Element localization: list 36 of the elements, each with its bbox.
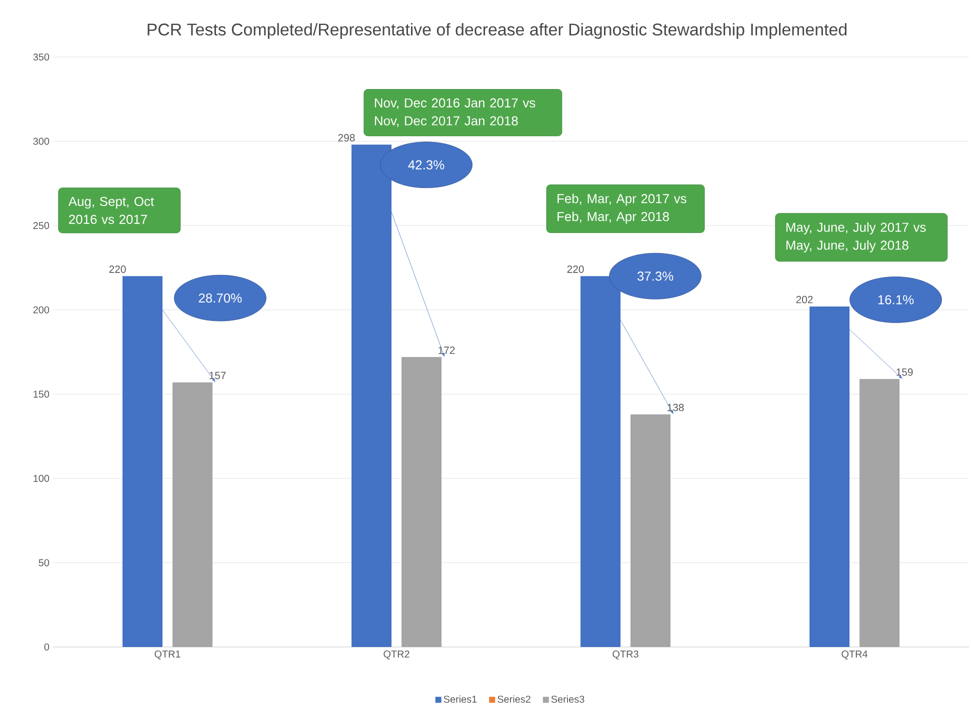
y-tick-label: 250: [33, 222, 50, 230]
x-tick-label: QTR4: [842, 650, 868, 660]
data-label: 138: [668, 404, 684, 412]
annotation: 42.3%: [408, 160, 444, 170]
annotation: 37.3%: [637, 272, 674, 281]
data-label: 159: [896, 368, 913, 376]
annotation: 28.70%: [198, 293, 242, 303]
legend-label: Series2: [498, 695, 530, 703]
y-tick-label: 50: [38, 559, 50, 566]
legend-label: Series1: [444, 695, 477, 703]
data-label: 172: [438, 346, 455, 354]
x-tick-label: QTR3: [612, 650, 638, 660]
data-label: 220: [567, 266, 584, 273]
chart-title: PCR Tests Completed/Representative of decrease after Diagnostic Stewardship Implemented: [148, 23, 846, 39]
y-tick-label: 0: [44, 643, 50, 651]
data-label: 157: [210, 372, 226, 380]
bar: [630, 414, 671, 647]
y-tick-label: 350: [33, 53, 50, 61]
annotation: 16.1%: [878, 295, 914, 304]
x-tick-label: QTR2: [384, 650, 410, 660]
bar: [172, 382, 213, 647]
y-tick-label: 150: [34, 390, 50, 398]
data-label: 298: [338, 134, 355, 142]
y-tick-label: 300: [33, 138, 50, 145]
y-tick-label: 200: [33, 306, 50, 314]
annotation: Nov, Dec 2016 Jan 2017 vs Nov, Dec 2017 Jan 2018: [374, 98, 536, 127]
annotation: Aug, Sept, Oct 2016 vs 2017: [68, 196, 154, 224]
annotation: May, June, July 2017 vs May, June, July 2018: [786, 222, 926, 252]
bar: [860, 378, 900, 647]
data-label: 202: [796, 296, 813, 304]
y-tick-label: 100: [34, 474, 50, 482]
data-label: 220: [109, 266, 126, 273]
bar: [402, 357, 442, 647]
annotation: Feb, Mar, Apr 2017 vs Feb, Mar, Apr 2018: [558, 194, 686, 224]
x-tick-label: QTR1: [154, 650, 180, 660]
legend-label: Series3: [551, 695, 584, 703]
